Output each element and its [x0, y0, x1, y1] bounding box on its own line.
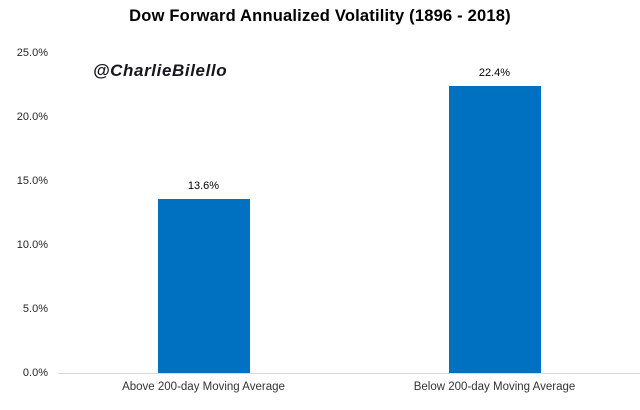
y-tick-label: 5.0% — [22, 303, 48, 315]
y-tick-label: 25.0% — [16, 47, 48, 59]
x-category-label: Above 200-day Moving Average — [122, 381, 285, 393]
bar-above-200dma — [157, 198, 250, 373]
bar-value-label: 22.4% — [478, 67, 511, 80]
y-tick-label: 0.0% — [22, 367, 48, 379]
watermark-text: @CharlieBilello — [93, 61, 228, 80]
y-tick-label: 20.0% — [16, 111, 48, 123]
bar-below-200dma — [448, 86, 541, 373]
y-axis: 0.0% 5.0% 10.0% 15.0% 20.0% 25.0% — [0, 47, 48, 379]
bar-value-label: 13.6% — [187, 179, 220, 192]
chart-title: Dow Forward Annualized Volatility (1896 … — [129, 7, 511, 25]
y-tick-label: 15.0% — [16, 175, 48, 187]
x-category-label: Below 200-day Moving Average — [413, 381, 576, 393]
y-tick-label: 10.0% — [16, 239, 48, 251]
plot-area: 13.6% Above 200-day Moving Average 22.4% Be… — [58, 53, 640, 393]
x-axis-line — [58, 373, 640, 374]
